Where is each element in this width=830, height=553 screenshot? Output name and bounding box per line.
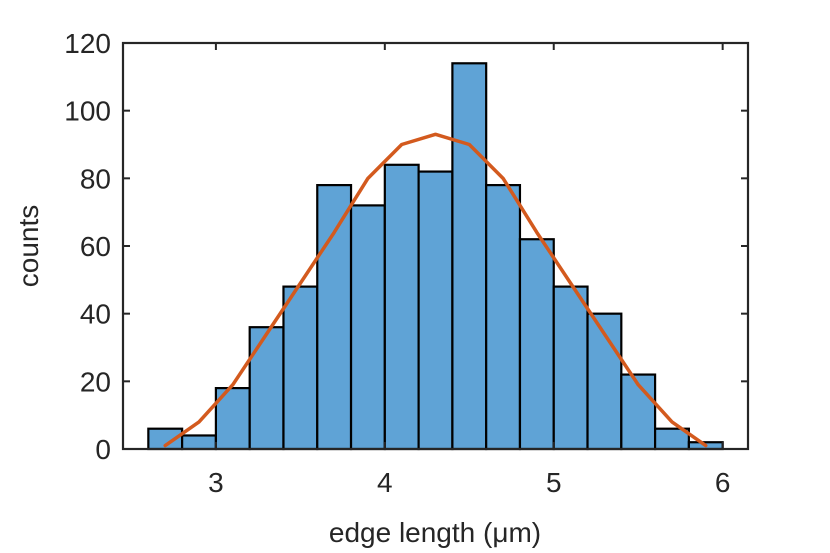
y-tick-label: 20 (80, 366, 111, 397)
y-tick-label: 0 (95, 434, 111, 465)
fit-curve-line (163, 132, 708, 448)
x-axis-label: edge length (μm) (329, 517, 541, 548)
histogram-bar (485, 184, 522, 451)
x-tick-label: 4 (377, 467, 393, 498)
y-axis-label: counts (13, 205, 44, 288)
y-tick-label: 60 (80, 231, 111, 262)
histogram-bar (518, 238, 555, 451)
histogram-bar (552, 285, 589, 451)
histogram-bars (147, 62, 724, 451)
x-axis-ticks: 3 4 5 6 (208, 43, 730, 498)
y-axis-ticks: 0 20 40 60 80 100 120 (64, 28, 748, 465)
histogram-bar (181, 434, 218, 451)
histogram-bar (248, 326, 285, 451)
histogram-bar (417, 170, 454, 451)
x-tick-label: 3 (208, 467, 224, 498)
x-tick-label: 6 (715, 467, 731, 498)
x-tick-label: 5 (546, 467, 562, 498)
y-tick-label: 80 (80, 163, 111, 194)
y-tick-label: 120 (64, 28, 111, 59)
y-tick-label: 40 (80, 299, 111, 330)
histogram-bar (451, 62, 488, 451)
histogram-bar (349, 204, 386, 451)
histogram-bar (383, 163, 420, 451)
histogram-bar (282, 285, 319, 451)
y-tick-label: 100 (64, 96, 111, 127)
histogram-bar (316, 184, 353, 451)
